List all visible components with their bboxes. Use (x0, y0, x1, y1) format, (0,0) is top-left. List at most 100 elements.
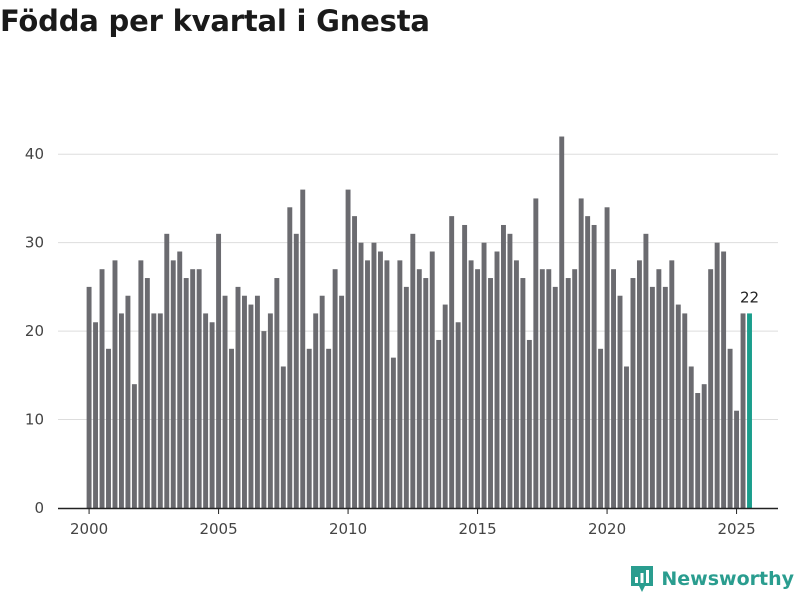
bar (254, 295, 260, 508)
bar (572, 269, 578, 508)
y-tick-label: 30 (25, 234, 44, 252)
bar (462, 224, 468, 509)
bar (403, 286, 409, 508)
x-tick-label: 2015 (458, 520, 496, 538)
bar (352, 216, 358, 508)
bar (507, 233, 513, 508)
brand-name: Newsworthy (661, 568, 794, 590)
bar (319, 295, 325, 508)
bar (604, 207, 610, 509)
brand-logo: Newsworthy (629, 564, 794, 594)
bar (287, 207, 293, 509)
bar-latest (747, 313, 752, 508)
bar (300, 189, 306, 508)
bar (636, 260, 642, 508)
bar (449, 216, 455, 508)
bar (740, 313, 746, 508)
bar (585, 216, 591, 508)
bar (280, 366, 286, 508)
bar (410, 233, 416, 508)
bar (649, 286, 655, 508)
bar (520, 278, 526, 508)
bar (630, 278, 636, 508)
bar (131, 384, 137, 508)
bar (682, 313, 688, 508)
bar (488, 278, 493, 508)
bar (345, 189, 351, 508)
bar (261, 331, 267, 508)
bar (151, 313, 157, 508)
x-tick-label: 2000 (70, 520, 108, 538)
bar (468, 260, 474, 508)
bar (734, 410, 740, 508)
bar (99, 269, 105, 508)
bar (397, 260, 403, 508)
bar (695, 393, 701, 508)
bar (274, 278, 280, 508)
x-tick-label: 2020 (588, 520, 626, 538)
bar (267, 313, 273, 508)
bar (578, 198, 584, 508)
x-tick-label: 2025 (717, 520, 755, 538)
bar (662, 286, 668, 508)
bar (501, 224, 506, 509)
bar (209, 322, 215, 508)
bar (170, 260, 176, 508)
tick-labels: 0 10 20 30 40 22 2000 2005 2010 2015 2020 2025 (25, 145, 759, 538)
bar (196, 269, 202, 508)
axes (58, 507, 778, 514)
bar (436, 339, 442, 508)
bar (656, 269, 662, 508)
bar (539, 269, 545, 508)
bar (358, 242, 364, 509)
bar (106, 348, 111, 508)
bar (371, 242, 377, 509)
bar (727, 348, 733, 508)
y-tick-label: 0 (34, 499, 44, 517)
bar (565, 278, 571, 508)
bar (93, 322, 99, 508)
bar (125, 295, 131, 508)
bar (675, 304, 681, 508)
bar (339, 295, 345, 508)
bar (552, 286, 558, 508)
bar (86, 286, 92, 508)
chart-title: Födda per kvartal i Gnesta (0, 4, 430, 38)
bar (203, 313, 209, 508)
bar (643, 233, 649, 508)
bar (669, 260, 675, 508)
bar (326, 348, 332, 508)
bar (183, 278, 189, 508)
newsworthy-logo-icon (631, 566, 654, 592)
bar (242, 295, 247, 508)
x-tick-label: 2010 (329, 520, 367, 538)
bar (138, 260, 144, 508)
bar (332, 269, 338, 508)
bar (293, 233, 299, 508)
data-label-latest: 22 (740, 288, 759, 306)
bar (377, 251, 383, 508)
bar (190, 269, 196, 508)
y-tick-label: 40 (25, 145, 44, 163)
bar (721, 251, 727, 508)
bar (611, 269, 616, 508)
y-tick-label: 10 (25, 411, 44, 429)
bar (313, 313, 319, 508)
bar (429, 251, 435, 508)
bar (533, 198, 539, 508)
bar (365, 260, 370, 508)
bars (86, 136, 752, 509)
bar (177, 251, 183, 508)
bar (423, 278, 429, 508)
bar (714, 242, 720, 509)
bar (494, 251, 500, 508)
bar (144, 278, 150, 508)
bar (384, 260, 390, 508)
bar (306, 348, 312, 508)
bar (701, 384, 707, 508)
bar (112, 260, 118, 508)
bar (688, 366, 694, 508)
bar (235, 286, 241, 508)
bar (216, 233, 222, 508)
